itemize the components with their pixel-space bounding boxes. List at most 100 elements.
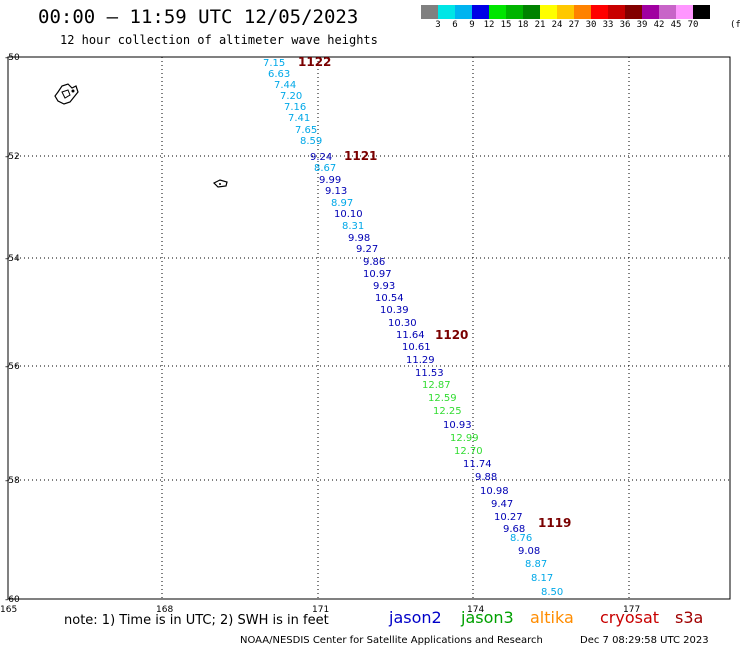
color-swatch [625,5,642,19]
color-scale-label: 42 [653,20,665,30]
pass-time-labels: 1122 1121 1120 1119 [298,55,571,530]
longitude-labels: 165 168 171 174 177 [0,605,640,615]
wave-height-label: 10.97 [363,269,392,280]
wave-height-label: 8.87 [525,559,547,570]
wave-height-label: 8.67 [314,163,336,174]
wave-height-label: 12.25 [433,406,462,417]
wave-height-label: 11.29 [406,355,435,366]
wave-height-label: 7.15 [263,58,285,69]
wave-height-label: 11.64 [396,330,425,341]
wave-height-label: 9.68 [503,524,525,535]
wave-height-label: 8.59 [300,136,322,147]
color-swatch [557,5,574,19]
credit-line: NOAA/NESDIS Center for Satellite Applica… [240,635,543,646]
color-scale-label: 12 [483,20,495,30]
color-swatch [540,5,557,19]
wave-height-label: 6.63 [268,69,290,80]
color-swatch [608,5,625,19]
wave-height-label: 7.44 [274,80,296,91]
color-swatch [438,5,455,19]
color-scale-bar [421,5,710,19]
legend-jason2: jason2 [389,608,442,627]
color-scale-label: 15 [500,20,512,30]
color-scale-label: 18 [517,20,529,30]
altimeter-track: 7.156.637.447.207.167.417.658.59 9.248.67… [263,58,563,598]
longitude-label: 171 [312,605,329,615]
pass-time-label: 1120 [435,328,468,342]
wave-height-label: 10.27 [494,512,523,523]
generated-timestamp: Dec 7 08:29:58 UTC 2023 [580,635,709,646]
wave-height-label: 7.65 [295,125,317,136]
wave-height-label: 7.20 [280,91,302,102]
color-scale-unit: (ft) [730,20,740,30]
color-scale-label: 6 [452,20,458,30]
longitude-label: 177 [623,605,640,615]
wave-height-label: 10.61 [402,342,431,353]
color-scale-label: 3 [435,20,441,30]
color-swatch [489,5,506,19]
wave-height-label: 12.70 [454,446,483,457]
latitude-label: -56 [5,362,20,372]
wave-height-label: 9.86 [363,257,385,268]
wave-height-label: 10.54 [375,293,404,304]
wave-height-label: 8.17 [531,573,553,584]
wave-height-label: 12.99 [450,433,479,444]
latitude-labels: -50 -52 -54 -56 -58 -60 [5,53,20,605]
latitude-label: -60 [5,595,20,605]
color-swatch [455,5,472,19]
legend-s3a: s3a [675,608,704,627]
latitude-label: -50 [5,53,20,63]
legend-cryosat: cryosat [600,608,660,627]
color-swatch [693,5,710,19]
color-swatch [506,5,523,19]
wave-height-label: 10.98 [480,486,509,497]
wave-height-label: 12.87 [422,380,451,391]
latitude-label: -58 [5,476,20,486]
wave-height-label: 9.27 [356,244,378,255]
page-title: 00:00 – 11:59 UTC 12/05/2023 [38,6,359,28]
wave-height-label: 10.10 [334,209,363,220]
pass-time-label: 1121 [344,149,377,163]
wave-height-label: 8.76 [510,533,532,544]
longitude-label: 168 [156,605,173,615]
color-scale-label: 21 [534,20,546,30]
color-swatch [472,5,489,19]
wave-height-label: 9.08 [518,546,540,557]
wave-height-label: 9.47 [491,499,513,510]
wave-height-label: 12.59 [428,393,457,404]
wave-height-label: 10.30 [388,318,417,329]
color-scale-label: 33 [602,20,614,30]
color-scale-label: 39 [636,20,648,30]
wave-height-label: 11.53 [415,368,444,379]
wave-height-label: 8.97 [331,198,353,209]
longitude-label: 174 [467,605,484,615]
color-swatch [642,5,659,19]
wave-height-label: 9.13 [325,186,347,197]
graticule [8,57,730,599]
color-scale-label: 27 [568,20,580,30]
legend-jason3: jason3 [461,608,514,627]
wave-height-label: 8.50 [541,587,563,598]
color-scale-label: 30 [585,20,597,30]
color-swatch [659,5,676,19]
footer-note: note: 1) Time is in UTC; 2) SWH is in fe… [64,613,329,628]
wave-height-label: 10.93 [443,420,472,431]
wave-height-label: 7.16 [284,102,306,113]
map-frame [7,56,731,600]
wave-height-label: 8.31 [342,221,364,232]
color-swatch [574,5,591,19]
pass-time-label: 1119 [538,516,571,530]
color-swatch [591,5,608,19]
pass-time-label: 1122 [298,55,331,69]
latitude-label: -52 [5,152,20,162]
color-swatch [676,5,693,19]
wave-height-label: 9.99 [319,175,341,186]
color-swatch [523,5,540,19]
color-scale-label: 70 [687,20,699,30]
wave-height-label: 7.41 [288,113,310,124]
wave-height-label: 11.74 [463,459,492,470]
wave-height-label: 9.98 [348,233,370,244]
